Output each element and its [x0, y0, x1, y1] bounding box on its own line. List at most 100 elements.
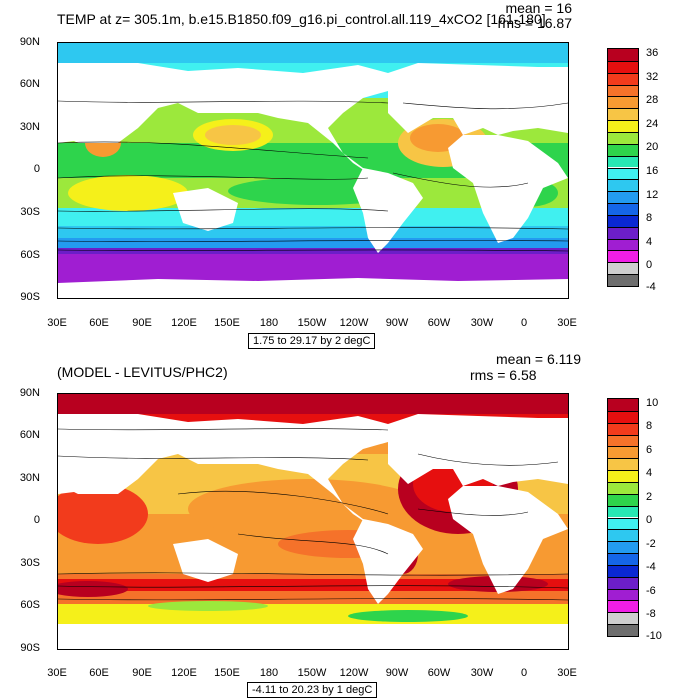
panel1-mean: mean = 16	[505, 0, 572, 16]
colorbar-swatch	[608, 541, 638, 554]
lon-label: 30E	[47, 317, 67, 329]
colorbar-swatch	[608, 179, 638, 192]
lon-label: 90W	[385, 667, 409, 679]
lat-label: 30N	[19, 472, 40, 484]
colorbar-swatch	[608, 446, 638, 459]
colorbar-swatch	[608, 60, 638, 73]
colorbar-label: -4	[646, 281, 656, 293]
colorbar-label: 2	[646, 491, 653, 503]
panel1-map	[57, 42, 569, 299]
lon-label: 150W	[297, 317, 327, 329]
colorbar-swatch	[608, 108, 638, 121]
colorbar-label: 24	[646, 118, 659, 130]
lat-label: 90S	[20, 642, 40, 654]
colorbar-swatch	[608, 155, 638, 168]
colorbar-label: 8	[646, 420, 653, 432]
panel2-colorbar	[607, 398, 639, 637]
colorbar-swatch	[608, 49, 638, 61]
colorbar-swatch	[608, 203, 638, 215]
lat-label: 30S	[20, 557, 40, 569]
colorbar-swatch	[608, 600, 638, 613]
panel1-title: TEMP at z= 305.1m, b.e15.B1850.f09_g16.p…	[57, 11, 546, 27]
lon-label: 60E	[89, 317, 109, 329]
colorbar-label: 12	[646, 189, 659, 201]
lon-label: 90E	[132, 317, 152, 329]
colorbar-swatch	[608, 131, 638, 144]
colorbar-swatch	[608, 84, 638, 97]
colorbar-label: 32	[646, 71, 659, 83]
colorbar-swatch	[608, 226, 638, 239]
colorbar-swatch	[608, 399, 638, 411]
colorbar-swatch	[608, 553, 638, 565]
lon-label: 150E	[214, 667, 240, 679]
colorbar-label: 20	[646, 141, 659, 153]
panel1-rms: rms = 16.87	[497, 15, 572, 31]
lat-label: 90N	[19, 36, 40, 48]
colorbar-swatch	[608, 588, 638, 601]
colorbar-swatch	[608, 274, 638, 286]
panel2-mean: mean = 6.119	[496, 351, 581, 367]
colorbar-swatch	[608, 250, 638, 263]
lon-label: 30W	[470, 317, 494, 329]
colorbar-swatch	[608, 481, 638, 494]
lon-label: 180	[259, 317, 279, 329]
colorbar-label: 8	[646, 212, 653, 224]
colorbar-swatch	[608, 120, 638, 132]
colorbar-swatch	[608, 422, 638, 435]
lat-label: 60N	[19, 78, 40, 90]
colorbar-label: 36	[646, 47, 659, 59]
lon-label: 90E	[132, 667, 152, 679]
lat-label: 0	[33, 163, 40, 175]
lon-label: 120W	[339, 667, 369, 679]
colorbar-label: -8	[646, 608, 656, 620]
lat-label: 60S	[20, 249, 40, 261]
lon-label: 60W	[427, 317, 451, 329]
lon-label: 60W	[427, 667, 451, 679]
lat-label: 60N	[19, 429, 40, 441]
lon-label: 30E	[47, 667, 67, 679]
colorbar-swatch	[608, 505, 638, 518]
lon-label: 30W	[470, 667, 494, 679]
colorbar-swatch	[608, 529, 638, 542]
panel1-contour-info: 1.75 to 29.17 by 2 degC	[248, 333, 376, 349]
panel2-rms: rms = 6.58	[470, 367, 537, 383]
lat-label: 30S	[20, 206, 40, 218]
colorbar-label: -2	[646, 538, 656, 550]
lon-label: 120W	[339, 317, 369, 329]
colorbar-swatch	[608, 96, 638, 109]
lon-label: 150W	[297, 667, 327, 679]
lon-label: 120E	[171, 317, 197, 329]
colorbar-swatch	[608, 143, 638, 156]
colorbar-swatch	[608, 517, 638, 530]
colorbar-label: 4	[646, 236, 653, 248]
colorbar-swatch	[608, 576, 638, 589]
colorbar-label: 4	[646, 467, 653, 479]
colorbar-swatch	[608, 493, 638, 506]
colorbar-swatch	[608, 434, 638, 447]
colorbar-label: 16	[646, 165, 659, 177]
colorbar-swatch	[608, 238, 638, 251]
panel2-map	[57, 393, 569, 650]
colorbar-swatch	[608, 214, 638, 227]
colorbar-label: -6	[646, 585, 656, 597]
colorbar-label: -10	[646, 630, 662, 642]
colorbar-swatch	[608, 410, 638, 423]
lon-label: 0	[520, 317, 528, 329]
lon-label: 150E	[214, 317, 240, 329]
panel2-contour-info: -4.11 to 20.23 by 1 degC	[247, 682, 378, 698]
lat-label: 90N	[19, 387, 40, 399]
colorbar-label: 6	[646, 444, 653, 456]
lat-label: 90S	[20, 291, 40, 303]
lat-label: 0	[33, 514, 40, 526]
lat-label: 30N	[19, 121, 40, 133]
colorbar-label: 10	[646, 397, 659, 409]
lon-label: 90W	[385, 317, 409, 329]
lon-label: 120E	[171, 667, 197, 679]
colorbar-swatch	[608, 458, 638, 471]
colorbar-swatch	[608, 564, 638, 577]
colorbar-label: 28	[646, 94, 659, 106]
colorbar-swatch	[608, 624, 638, 636]
colorbar-swatch	[608, 191, 638, 204]
colorbar-swatch	[608, 612, 638, 625]
lon-label: 180	[259, 667, 279, 679]
